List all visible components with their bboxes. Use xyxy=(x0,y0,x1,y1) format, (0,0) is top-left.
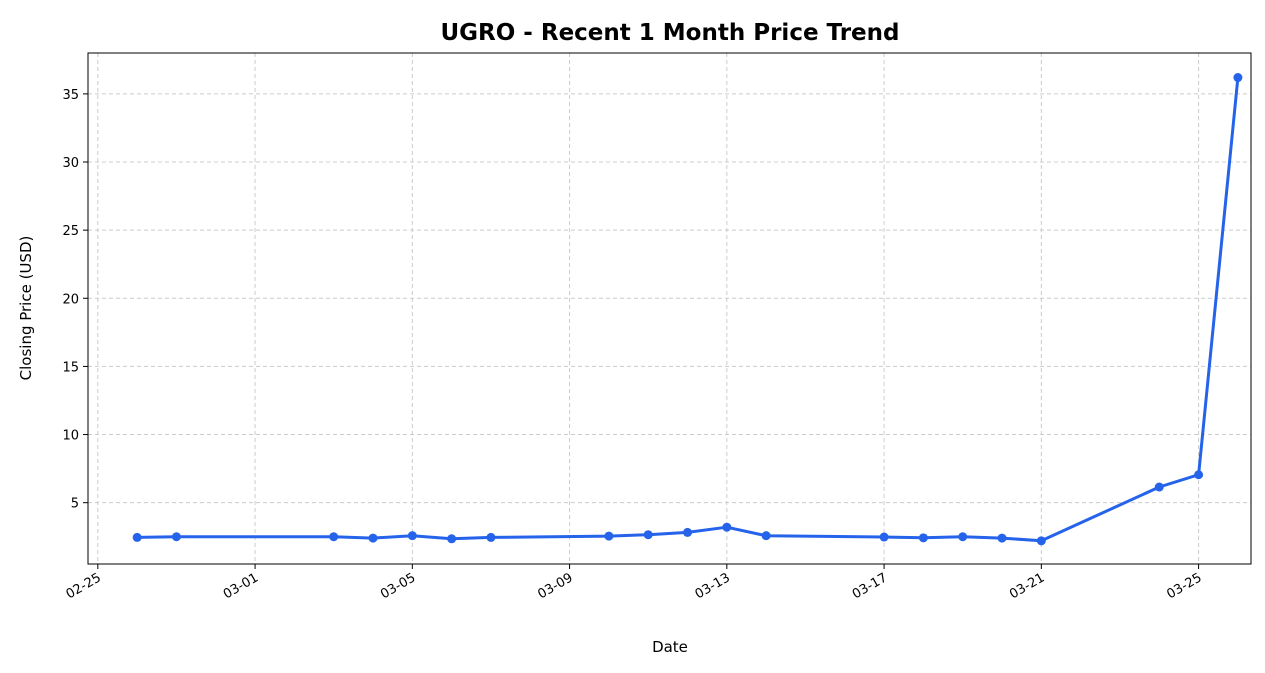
x-axis-label: Date xyxy=(652,638,688,656)
grid-lines xyxy=(88,53,1251,564)
y-tick-label: 30 xyxy=(62,156,79,171)
x-tick-label: 03-13 xyxy=(693,570,733,602)
data-point xyxy=(1233,73,1243,83)
x-axis: 02-25 03-01 03-05 03-09 03-13 03-17 03-21 03-25 xyxy=(64,564,1205,602)
x-tick-label: 03-17 xyxy=(850,570,890,602)
x-tick-label: 03-21 xyxy=(1007,570,1047,602)
data-points xyxy=(132,73,1243,546)
data-point xyxy=(604,531,614,541)
y-axis-label: Closing Price (USD) xyxy=(17,236,35,381)
data-point xyxy=(368,533,378,543)
y-tick-label: 10 xyxy=(62,429,79,444)
data-point xyxy=(447,534,457,544)
x-tick-label: 03-25 xyxy=(1164,570,1204,602)
data-point xyxy=(1194,470,1204,480)
data-point xyxy=(329,532,339,542)
chart-title: UGRO - Recent 1 Month Price Trend xyxy=(440,20,899,46)
data-point xyxy=(997,533,1007,543)
x-tick-label: 03-05 xyxy=(378,570,418,602)
data-point xyxy=(879,532,889,542)
y-axis: 5 10 15 20 25 30 35 xyxy=(62,88,88,512)
y-tick-label: 35 xyxy=(62,88,79,103)
y-tick-label: 15 xyxy=(62,360,79,375)
y-tick-label: 20 xyxy=(62,292,79,307)
data-point xyxy=(643,530,653,540)
data-point xyxy=(761,531,771,541)
x-tick-label: 03-01 xyxy=(221,570,261,602)
y-tick-label: 5 xyxy=(71,497,79,512)
data-point xyxy=(958,532,968,542)
data-point xyxy=(918,533,928,543)
x-tick-label: 02-25 xyxy=(64,570,104,602)
data-point xyxy=(171,532,181,542)
data-point xyxy=(722,522,732,532)
data-point xyxy=(132,532,142,542)
data-point xyxy=(683,527,693,537)
data-point xyxy=(1154,482,1164,492)
data-point xyxy=(1036,536,1046,546)
x-tick-label: 03-09 xyxy=(535,570,575,602)
data-point xyxy=(486,532,496,542)
plot-frame xyxy=(87,52,1252,565)
y-tick-label: 25 xyxy=(62,224,79,239)
series-line xyxy=(135,76,1240,543)
data-point xyxy=(407,531,417,541)
